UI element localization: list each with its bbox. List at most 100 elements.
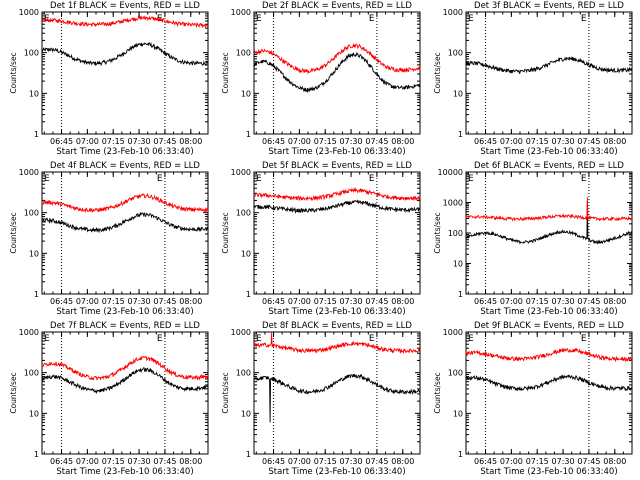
y-tick-label: 100 bbox=[236, 49, 251, 58]
y-tick-label: 1 bbox=[458, 450, 463, 459]
y-tick-label: 1000 bbox=[443, 8, 463, 17]
x-axis-label: Start Time (23-Feb-10 06:33:40) bbox=[268, 147, 405, 157]
y-axis-label: Counts/sec bbox=[9, 372, 18, 413]
x-tick-label: 07:00 bbox=[288, 137, 311, 146]
y-axis-label: Counts/sec bbox=[9, 52, 18, 93]
y-tick-label: 1 bbox=[34, 290, 39, 299]
chart-title: Det 8f BLACK = Events, RED = LLD bbox=[262, 321, 412, 331]
chart-title: Det 5f BLACK = Events, RED = LLD bbox=[262, 161, 412, 171]
events-series-line bbox=[41, 41, 209, 67]
x-tick-label: 07:15 bbox=[102, 297, 125, 306]
events-series-line bbox=[253, 199, 421, 214]
x-tick-label: 07:45 bbox=[153, 297, 176, 306]
x-tick-label: 08:00 bbox=[603, 457, 626, 466]
y-tick-label: 1 bbox=[458, 130, 463, 139]
y-tick-label: 100 bbox=[236, 369, 251, 378]
corner-label-2: E bbox=[369, 14, 375, 24]
lld-series-line bbox=[465, 197, 633, 222]
x-tick-label: 07:00 bbox=[500, 137, 523, 146]
y-tick-label: 1 bbox=[246, 450, 251, 459]
x-tick-label: 07:45 bbox=[365, 457, 388, 466]
x-tick-label: 08:00 bbox=[179, 297, 202, 306]
corner-label-1: E bbox=[468, 174, 474, 184]
y-tick-label: 100 bbox=[236, 209, 251, 218]
x-tick-label: 07:00 bbox=[500, 457, 523, 466]
x-tick-label: 07:45 bbox=[153, 457, 176, 466]
x-tick-label: 07:00 bbox=[76, 297, 99, 306]
y-tick-label: 10 bbox=[29, 249, 39, 258]
corner-label-1: E bbox=[468, 14, 474, 24]
x-tick-label: 07:30 bbox=[552, 457, 575, 466]
y-tick-label: 10 bbox=[241, 249, 251, 258]
lld-series-line bbox=[465, 347, 633, 363]
x-tick-label: 07:15 bbox=[314, 137, 337, 146]
y-tick-label: 100 bbox=[448, 49, 463, 58]
y-axis-label: Counts/sec bbox=[433, 372, 442, 413]
x-tick-label: 07:15 bbox=[314, 297, 337, 306]
lld-series-line bbox=[253, 42, 421, 75]
x-tick-label: 06:45 bbox=[50, 457, 73, 466]
corner-label-2: E bbox=[369, 174, 375, 184]
lld-series-line bbox=[41, 14, 209, 29]
x-tick-label: 06:45 bbox=[474, 137, 497, 146]
x-tick-label: 06:45 bbox=[262, 297, 285, 306]
plot-frame bbox=[465, 171, 633, 295]
x-tick-label: 08:00 bbox=[391, 457, 414, 466]
x-tick-label: 07:30 bbox=[340, 297, 363, 306]
y-axis-label: Counts/sec bbox=[221, 212, 230, 253]
plot-frame bbox=[41, 11, 209, 135]
x-axis-label: Start Time (23-Feb-10 06:33:40) bbox=[56, 307, 193, 317]
y-tick-label: 1000 bbox=[19, 328, 39, 337]
x-tick-label: 07:45 bbox=[365, 137, 388, 146]
plot-frame bbox=[41, 331, 209, 455]
y-tick-label: 1 bbox=[34, 450, 39, 459]
y-tick-label: 1 bbox=[246, 290, 251, 299]
y-tick-label: 10000 bbox=[438, 168, 463, 177]
x-tick-label: 07:00 bbox=[500, 297, 523, 306]
y-axis-label: Counts/sec bbox=[9, 212, 18, 253]
y-tick-label: 10 bbox=[29, 89, 39, 98]
x-tick-label: 06:45 bbox=[50, 137, 73, 146]
plot-frame bbox=[41, 171, 209, 295]
x-tick-label: 07:45 bbox=[577, 137, 600, 146]
corner-label-1: E bbox=[44, 174, 50, 184]
y-tick-label: 1000 bbox=[19, 8, 39, 17]
y-tick-label: 10 bbox=[453, 89, 463, 98]
y-tick-label: 10 bbox=[453, 260, 463, 269]
y-tick-label: 100 bbox=[24, 369, 39, 378]
lld-series-line bbox=[41, 192, 209, 214]
corner-label-2: E bbox=[581, 174, 587, 184]
x-tick-label: 08:00 bbox=[391, 297, 414, 306]
corner-label-2: E bbox=[581, 334, 587, 344]
x-tick-label: 07:45 bbox=[365, 297, 388, 306]
events-series-line bbox=[253, 52, 421, 94]
x-tick-label: 07:30 bbox=[552, 297, 575, 306]
x-axis-label: Start Time (23-Feb-10 06:33:40) bbox=[56, 147, 193, 157]
corner-label-1: E bbox=[256, 14, 262, 24]
y-tick-label: 1000 bbox=[231, 8, 251, 17]
y-tick-label: 1 bbox=[34, 130, 39, 139]
plot-frame bbox=[465, 11, 633, 135]
x-tick-label: 06:45 bbox=[474, 297, 497, 306]
chart-title: Det 7f BLACK = Events, RED = LLD bbox=[50, 321, 200, 331]
lld-series-line bbox=[253, 187, 421, 202]
x-tick-label: 06:45 bbox=[262, 137, 285, 146]
y-tick-label: 1000 bbox=[443, 199, 463, 208]
x-tick-label: 07:30 bbox=[340, 137, 363, 146]
corner-label-1: E bbox=[44, 14, 50, 24]
events-series-line bbox=[465, 200, 633, 245]
corner-label-1: E bbox=[44, 334, 50, 344]
x-tick-label: 07:30 bbox=[128, 297, 151, 306]
x-axis-label: Start Time (23-Feb-10 06:33:40) bbox=[480, 467, 617, 477]
y-tick-label: 1000 bbox=[231, 328, 251, 337]
y-axis-label: Counts/sec bbox=[221, 52, 230, 93]
x-tick-label: 07:00 bbox=[76, 457, 99, 466]
events-series-line bbox=[41, 211, 209, 234]
x-tick-label: 07:45 bbox=[577, 297, 600, 306]
events-series-line bbox=[41, 367, 209, 395]
